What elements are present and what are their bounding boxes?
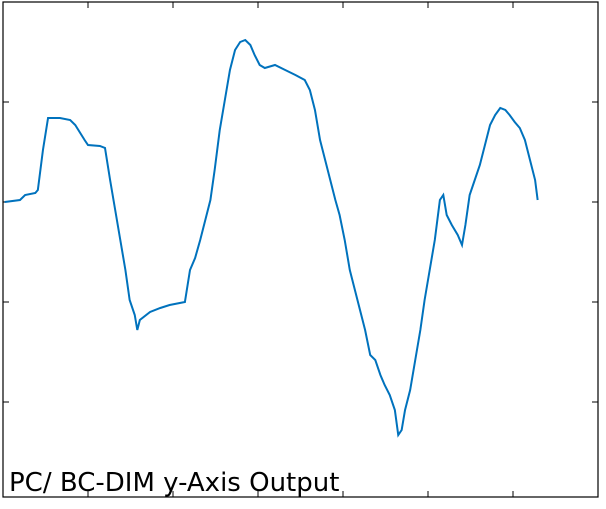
- plot-frame: [2, 1, 599, 498]
- data-line: [4, 38, 539, 438]
- chart-title: PC/ BC-DIM y-Axis Output: [9, 468, 339, 498]
